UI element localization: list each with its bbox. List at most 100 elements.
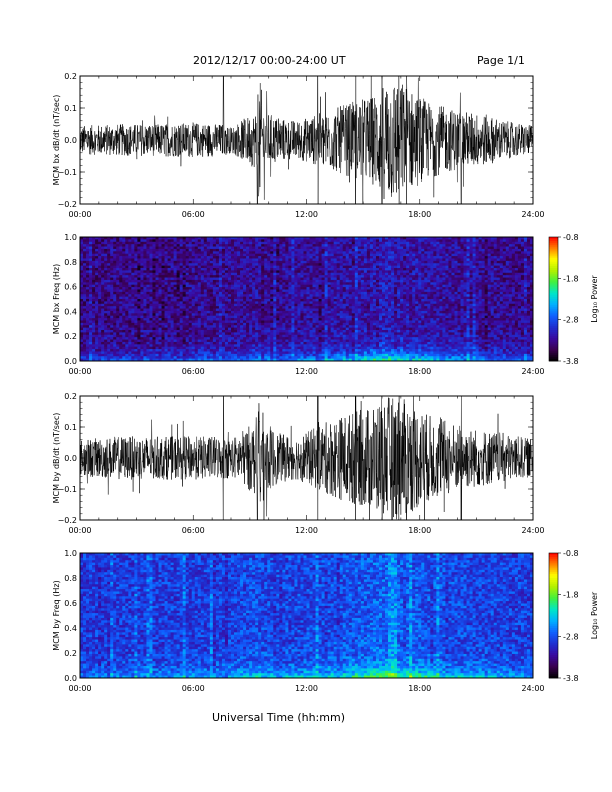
heatmap-cell xyxy=(98,354,101,357)
heatmap-cell xyxy=(119,340,122,343)
heatmap-cell xyxy=(270,342,273,345)
heatmap-cell xyxy=(231,332,234,335)
heatmap-cell xyxy=(92,297,95,300)
heatmap-cell xyxy=(143,351,146,354)
heatmap-cell xyxy=(337,244,340,247)
heatmap-cell xyxy=(258,347,261,350)
heatmap-cell xyxy=(334,299,337,302)
heatmap-cell xyxy=(137,320,140,323)
heatmap-cell xyxy=(352,344,355,347)
heatmap-cell xyxy=(192,301,195,304)
heatmap-cell xyxy=(171,356,174,359)
heatmap-cell xyxy=(252,349,255,352)
heatmap-cell xyxy=(355,275,358,278)
heatmap-cell xyxy=(279,320,282,323)
heatmap-cell xyxy=(285,330,288,333)
heatmap-cell xyxy=(276,304,279,307)
heatmap-cell xyxy=(343,351,346,354)
heatmap-cell xyxy=(152,347,155,350)
heatmap-cell xyxy=(186,349,189,352)
heatmap-cell xyxy=(180,313,183,316)
heatmap-cell xyxy=(213,340,216,343)
heatmap-cell xyxy=(146,306,149,309)
heatmap-cell xyxy=(285,318,288,321)
heatmap-cell xyxy=(285,316,288,319)
heatmap-cell xyxy=(270,320,273,323)
heatmap-cell xyxy=(89,251,92,254)
heatmap-cell xyxy=(101,256,104,259)
heatmap-cell xyxy=(219,299,222,302)
heatmap-cell xyxy=(246,268,249,271)
heatmap-cell xyxy=(279,292,282,295)
heatmap-cell xyxy=(276,330,279,333)
heatmap-cell xyxy=(252,325,255,328)
heatmap-cell xyxy=(159,335,162,338)
heatmap-cell xyxy=(219,325,222,328)
heatmap-cell xyxy=(316,287,319,290)
heatmap-cell xyxy=(92,304,95,307)
heatmap-cell xyxy=(243,280,246,283)
heatmap-cell xyxy=(122,316,125,319)
heatmap-cell xyxy=(128,266,131,269)
heatmap-cell xyxy=(180,256,183,259)
heatmap-cell xyxy=(285,285,288,288)
x-tick-label: 18:00 xyxy=(408,367,431,376)
heatmap-cell xyxy=(107,244,110,247)
heatmap-cell xyxy=(195,304,198,307)
heatmap-cell xyxy=(231,273,234,276)
heatmap-cell xyxy=(107,258,110,261)
heatmap-cell xyxy=(216,349,219,352)
heatmap-cell xyxy=(174,356,177,359)
heatmap-cell xyxy=(219,247,222,250)
heatmap-cell xyxy=(168,335,171,338)
heatmap-cell xyxy=(255,289,258,292)
heatmap-cell xyxy=(186,297,189,300)
heatmap-cell xyxy=(177,297,180,300)
heatmap-cell xyxy=(162,354,165,357)
heatmap-cell xyxy=(189,242,192,245)
heatmap-cell xyxy=(228,323,231,326)
heatmap-cell xyxy=(119,285,122,288)
heatmap-cell xyxy=(143,347,146,350)
heatmap-cell xyxy=(313,325,316,328)
heatmap-cell xyxy=(107,351,110,354)
heatmap-cell xyxy=(264,258,267,261)
heatmap-cell xyxy=(355,273,358,276)
heatmap-cell xyxy=(261,340,264,343)
heatmap-cell xyxy=(328,251,331,254)
heatmap-cell xyxy=(116,275,119,278)
heatmap-cell xyxy=(149,318,152,321)
heatmap-cell xyxy=(249,328,252,331)
heatmap-cell xyxy=(337,282,340,285)
heatmap-cell xyxy=(225,304,228,307)
heatmap-cell xyxy=(228,297,231,300)
heatmap-cell xyxy=(186,311,189,314)
heatmap-cell xyxy=(337,261,340,264)
heatmap-cell xyxy=(246,340,249,343)
heatmap-cell xyxy=(297,299,300,302)
heatmap-cell xyxy=(210,292,213,295)
heatmap-cell xyxy=(249,242,252,245)
heatmap-cell xyxy=(177,356,180,359)
heatmap-cell xyxy=(204,311,207,314)
heatmap-cell xyxy=(222,328,225,331)
heatmap-cell xyxy=(291,342,294,345)
heatmap-cell xyxy=(322,275,325,278)
heatmap-cell xyxy=(116,330,119,333)
heatmap-cell xyxy=(303,256,306,259)
heatmap-cell xyxy=(86,311,89,314)
heatmap-cell xyxy=(134,273,137,276)
heatmap-cell xyxy=(334,316,337,319)
heatmap-cell xyxy=(234,249,237,252)
heatmap-cell xyxy=(137,328,140,331)
heatmap-cell xyxy=(337,299,340,302)
heatmap-cell xyxy=(198,287,201,290)
heatmap-cell xyxy=(228,242,231,245)
heatmap-cell xyxy=(156,251,159,254)
heatmap-cell xyxy=(83,256,86,259)
heatmap-cell xyxy=(279,280,282,283)
heatmap-cell xyxy=(134,285,137,288)
heatmap-cell xyxy=(270,275,273,278)
heatmap-cell xyxy=(270,330,273,333)
heatmap-cell xyxy=(201,282,204,285)
